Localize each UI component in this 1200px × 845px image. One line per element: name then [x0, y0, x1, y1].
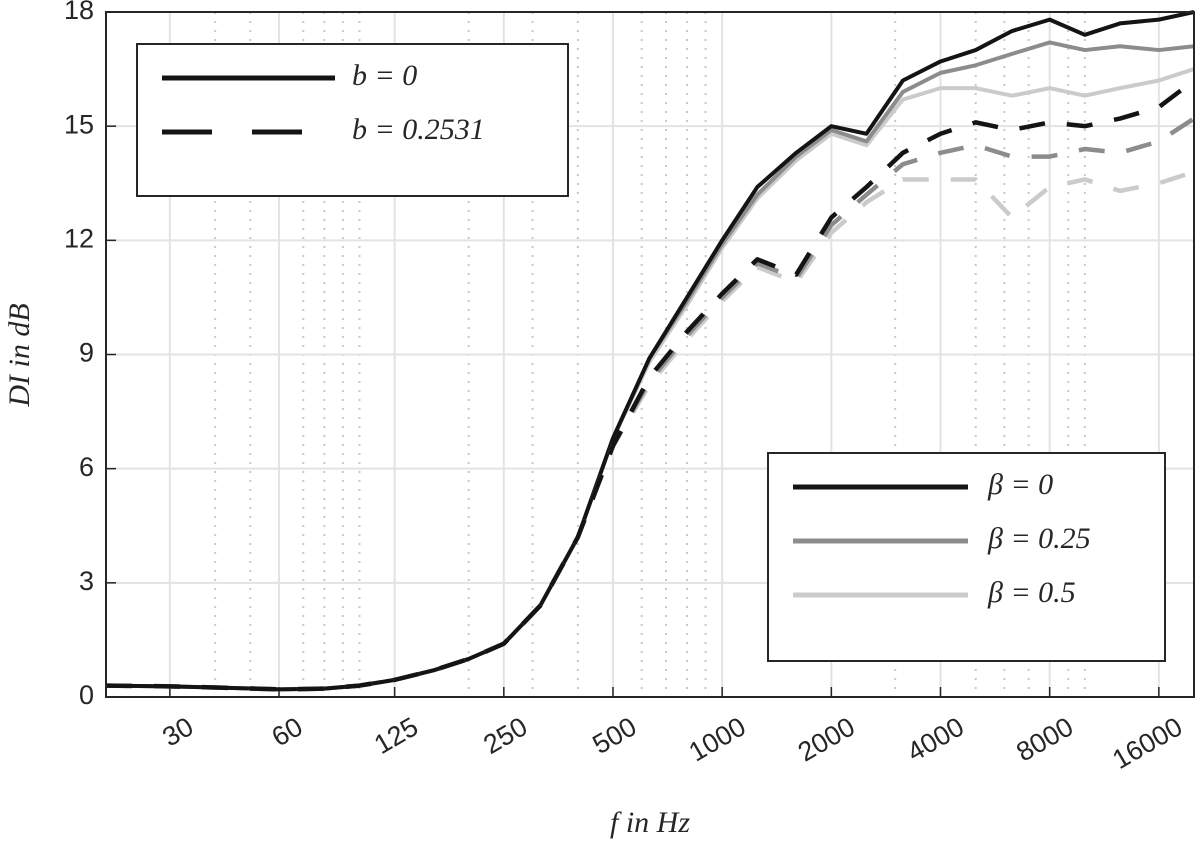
- x-tick-label: 250: [478, 711, 532, 760]
- data-line: [105, 78, 1196, 692]
- y-tick-label: 15: [64, 109, 94, 139]
- x-axis-label: f in Hz: [610, 806, 690, 839]
- y-tick-label: 3: [79, 566, 94, 596]
- legend-label: b = 0: [352, 59, 417, 92]
- legend-label: β = 0.5: [987, 576, 1076, 609]
- x-tick-label: 125: [369, 711, 423, 760]
- x-tick-label: 16000: [1107, 711, 1187, 775]
- x-tick-label: 60: [267, 711, 308, 752]
- x-tick-label: 2000: [793, 711, 860, 767]
- x-tick-label: 30: [157, 711, 198, 752]
- legend-label: β = 0: [987, 468, 1053, 501]
- y-tick-label: 12: [64, 223, 94, 253]
- x-tick-label: 4000: [902, 711, 969, 767]
- legend-label: b = 0.2531: [352, 113, 485, 146]
- legend-box: [136, 43, 569, 197]
- y-tick-label: 6: [79, 452, 94, 482]
- y-tick-label: 9: [79, 338, 94, 368]
- x-tick-label: 8000: [1011, 711, 1078, 767]
- plot-frame: [105, 11, 1195, 698]
- y-tick-label: 0: [79, 680, 94, 710]
- legend-box: [767, 452, 1166, 662]
- x-tick-label: 1000: [684, 711, 751, 767]
- y-axis-label: DI in dB: [3, 303, 36, 407]
- legend-label: β = 0.25: [987, 522, 1091, 555]
- x-tick-label: 500: [588, 711, 642, 760]
- y-tick-label: 18: [64, 0, 94, 25]
